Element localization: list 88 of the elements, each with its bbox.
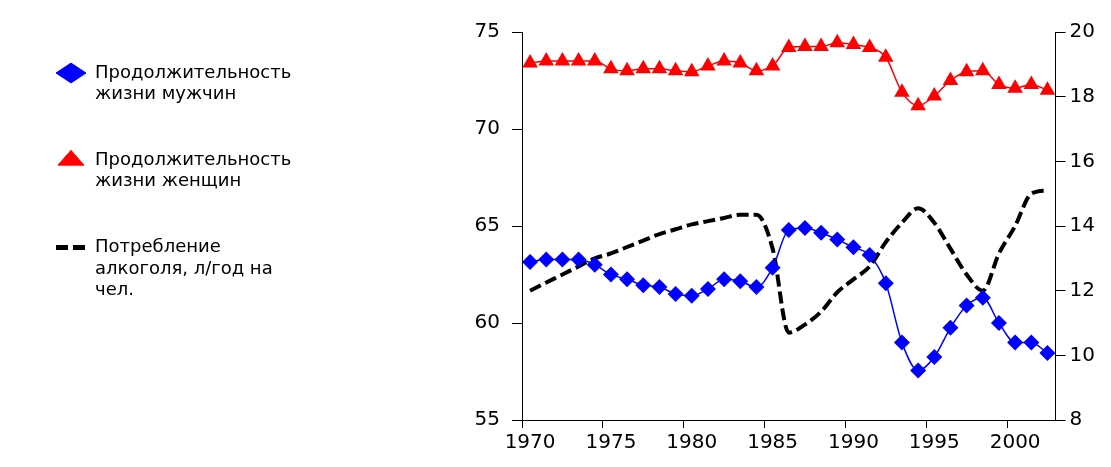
legend-label: Продолжительность жизни мужчин	[95, 60, 292, 104]
point	[764, 259, 781, 276]
y2-tick-label: 20	[1069, 18, 1095, 43]
point	[845, 35, 862, 50]
point	[829, 231, 846, 248]
point	[586, 52, 603, 66]
point	[829, 33, 846, 48]
point	[522, 253, 539, 270]
point	[619, 61, 635, 76]
point	[975, 61, 991, 76]
point	[1039, 81, 1056, 95]
point	[651, 59, 668, 74]
y2-tick-label: 12	[1069, 276, 1095, 301]
point	[538, 52, 555, 66]
point	[651, 279, 668, 296]
point	[667, 285, 684, 302]
point	[1007, 334, 1024, 351]
point	[554, 52, 571, 66]
y-tick-label: 70	[474, 115, 500, 140]
point	[861, 247, 878, 264]
y2-tick-label: 18	[1069, 82, 1095, 107]
point	[603, 59, 619, 74]
point	[990, 315, 1007, 331]
x-tick-label: 1990	[828, 429, 879, 454]
point	[554, 251, 571, 268]
point	[910, 96, 926, 111]
y-tick-label: 60	[474, 309, 500, 334]
point	[683, 287, 700, 304]
point	[861, 38, 878, 53]
point	[796, 219, 813, 236]
point	[683, 62, 700, 77]
point	[877, 48, 894, 62]
y2-tick-label: 8	[1069, 406, 1083, 431]
point	[877, 275, 894, 292]
point	[1023, 75, 1040, 89]
point	[748, 279, 765, 296]
x-tick-label: 1970	[504, 429, 556, 454]
y2-tick-label: 14	[1069, 212, 1095, 237]
point	[667, 61, 684, 76]
point	[602, 266, 619, 283]
y-tick-label: 75	[474, 18, 500, 43]
point	[1007, 79, 1023, 93]
point	[570, 251, 587, 268]
legend-label: Продолжительность жизни женщин	[95, 147, 292, 191]
point	[926, 87, 943, 101]
point	[700, 56, 716, 71]
point	[780, 38, 797, 53]
point	[1039, 345, 1056, 362]
point	[942, 71, 959, 85]
x-tick-label: 1995	[908, 429, 960, 454]
x-tick-label: 1985	[747, 429, 799, 454]
point	[893, 334, 910, 351]
x-tick-label: 2000	[989, 429, 1041, 454]
point	[699, 281, 716, 298]
y2-tick-label: 10	[1069, 341, 1095, 366]
point	[813, 224, 830, 241]
point	[732, 273, 749, 290]
point	[797, 37, 813, 52]
y-tick-label: 55	[474, 406, 500, 431]
point	[764, 56, 781, 71]
point	[910, 362, 927, 379]
y-tick-label: 65	[474, 212, 500, 237]
point	[958, 297, 975, 314]
point	[748, 61, 765, 76]
point	[570, 52, 587, 66]
point	[991, 75, 1007, 89]
point	[1023, 334, 1040, 351]
x-tick-label: 1980	[666, 429, 718, 454]
point	[926, 348, 943, 365]
point	[522, 54, 538, 68]
point	[780, 221, 797, 238]
legend-label: Потребление алкоголя, л/год на чел.	[95, 235, 273, 300]
point	[635, 59, 652, 74]
x-tick-label: 1975	[585, 429, 637, 454]
point	[619, 271, 636, 288]
y2-tick-label: 16	[1069, 147, 1095, 172]
point	[813, 37, 829, 52]
point	[716, 271, 733, 288]
point	[586, 256, 603, 273]
point	[845, 239, 862, 256]
point	[538, 251, 555, 268]
point	[732, 54, 749, 68]
point	[635, 277, 652, 294]
point	[894, 83, 910, 97]
point	[942, 319, 959, 336]
point	[958, 62, 975, 77]
point	[716, 52, 732, 66]
point	[974, 289, 991, 306]
